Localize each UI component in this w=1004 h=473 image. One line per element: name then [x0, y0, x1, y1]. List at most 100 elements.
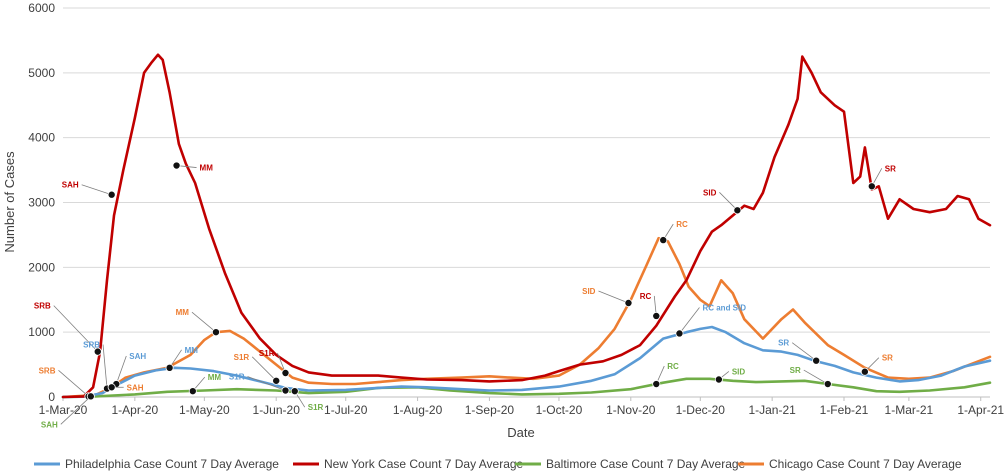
annotation-label: SID — [582, 287, 596, 296]
annotation-marker — [93, 347, 102, 356]
annotation-label: RC and SID — [702, 303, 746, 312]
annotation-label: SR — [882, 354, 893, 363]
annotation-marker — [211, 328, 220, 337]
x-tick-label: 1-Jun-20 — [253, 403, 301, 417]
annotation: SR — [790, 366, 832, 389]
annotation-marker — [659, 236, 668, 245]
annotation: S1R — [290, 387, 324, 412]
y-tick-label: 0 — [48, 390, 55, 404]
annotation-label: SRB — [34, 302, 51, 311]
annotation-marker — [652, 311, 661, 320]
annotation: SRB — [83, 341, 112, 393]
annotation-marker — [624, 298, 633, 307]
y-tick-label: 6000 — [28, 1, 55, 15]
annotation-label: RC — [676, 220, 688, 229]
annotation: SID — [582, 287, 633, 307]
annotation: SID — [714, 367, 746, 384]
series-line-0 — [61, 325, 992, 399]
annotation-label: SRB — [83, 341, 100, 350]
annotation-label: SR — [778, 339, 789, 348]
annotation-label: MM — [208, 373, 222, 382]
annotation-label: S1R — [229, 373, 245, 382]
annotation-marker — [188, 387, 197, 396]
annotation-label: SR — [885, 164, 896, 173]
annotation-label: SRB — [39, 366, 56, 375]
annotation-label: MM — [200, 164, 214, 173]
annotation-label: S1R — [308, 403, 324, 412]
annotation-marker — [823, 380, 832, 389]
y-axis-ticks: 0 1000 2000 3000 4000 5000 6000 — [28, 1, 55, 404]
series-line-2 — [61, 377, 992, 399]
annotation: RC and SID — [675, 303, 746, 338]
annotation: SAH — [62, 181, 116, 199]
annotation-leader — [247, 376, 286, 391]
annotation-label: MM — [176, 308, 190, 317]
x-tick-label: 1-Feb-21 — [820, 403, 869, 417]
y-axis-title: Number of Cases — [2, 151, 17, 253]
x-tick-label: 1-Mar-20 — [39, 403, 88, 417]
annotation-leader — [191, 311, 217, 333]
x-tick-label: 1-Oct-20 — [536, 403, 583, 417]
annotation-label: SAH — [41, 420, 58, 429]
annotation-label: MM — [185, 346, 199, 355]
annotation: SR — [860, 354, 893, 376]
annotation-marker — [860, 367, 869, 376]
y-tick-label: 4000 — [28, 131, 55, 145]
annotation: RC — [652, 362, 679, 389]
annotation-label: SR — [790, 366, 801, 375]
annotation-label: S1R — [234, 353, 250, 362]
legend-item: New York Case Count 7 Day Average — [293, 457, 524, 471]
annotation: RC — [659, 220, 688, 245]
x-tick-label: 1-Apr-20 — [111, 403, 158, 417]
annotations: SRB SAH MM S1R RC SID SR SRB SAH MM S1R RC and SID S… — [34, 161, 896, 429]
legend-label: Chicago Case Count 7 Day Average — [769, 457, 962, 471]
legend-label: Baltimore Case Count 7 Day Average — [546, 457, 746, 471]
legend: Philadelphia Case Count 7 Day Average New… — [34, 457, 962, 471]
x-tick-label: 1-Mar-21 — [885, 403, 934, 417]
y-tick-label: 5000 — [28, 66, 55, 80]
y-tick-label: 3000 — [28, 196, 55, 210]
annotation-marker — [733, 206, 742, 215]
x-axis-ticks: 1-Mar-20 1-Apr-20 1-May-20 1-Jun-20 1-Jul-20… — [39, 397, 1004, 417]
annotation-marker — [107, 383, 116, 392]
annotation-label: S1R — [259, 349, 275, 358]
annotation-leader — [679, 307, 700, 334]
annotation: SAH — [41, 392, 95, 429]
series-line-1 — [61, 53, 992, 399]
annotation-label: SID — [732, 367, 746, 376]
y-tick-label: 2000 — [28, 260, 55, 274]
annotation-label: SAH — [127, 383, 144, 392]
annotation: MM — [176, 308, 220, 337]
x-tick-label: 1-Jul-20 — [324, 403, 368, 417]
annotation: RC — [640, 292, 661, 320]
annotation: S1R — [229, 373, 290, 395]
annotation-label: RC — [667, 362, 679, 371]
x-tick-label: 1-Nov-20 — [606, 403, 656, 417]
annotation: MM — [188, 373, 222, 396]
annotation-leader — [719, 191, 738, 211]
annotation-marker — [272, 376, 281, 385]
annotation: SRB — [34, 302, 102, 356]
annotation: SAH — [107, 383, 144, 392]
annotation-marker — [714, 375, 723, 384]
annotation-leader — [58, 370, 89, 397]
x-tick-label: 1-Aug-20 — [393, 403, 443, 417]
annotation-marker — [675, 329, 684, 338]
x-tick-label: 1-Dec-20 — [676, 403, 726, 417]
series-lines — [61, 53, 992, 399]
annotation-marker — [812, 356, 821, 365]
annotation-leader — [791, 342, 817, 362]
annotation-marker — [172, 161, 181, 170]
annotation-marker — [867, 182, 876, 191]
annotation-leader — [53, 305, 99, 352]
x-tick-label: 1-Sep-20 — [465, 403, 515, 417]
annotation: MM — [172, 161, 214, 173]
annotation-marker — [281, 386, 290, 395]
y-tick-label: 1000 — [28, 325, 55, 339]
x-axis-title: Date — [507, 425, 534, 440]
annotation-marker — [652, 380, 661, 389]
annotation-leader — [251, 356, 277, 382]
annotation-label: SID — [703, 188, 717, 197]
annotation-marker — [290, 387, 299, 396]
